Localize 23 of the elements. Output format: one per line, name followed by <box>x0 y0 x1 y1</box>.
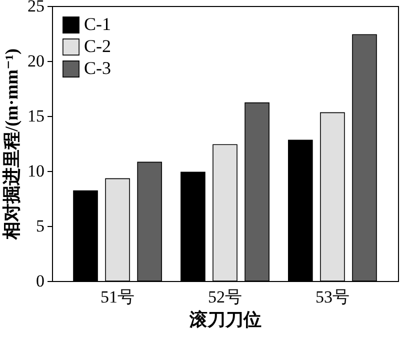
x-tick-label: 51号 <box>100 288 135 306</box>
legend-label: C-3 <box>84 58 111 78</box>
y-tick-label: 20 <box>28 52 44 70</box>
bar <box>73 190 98 282</box>
x-axis-title: 滚刀刀位 <box>188 310 262 330</box>
bar <box>288 140 313 282</box>
legend-label: C-1 <box>84 14 111 34</box>
bar <box>244 102 270 282</box>
y-tick-label: 15 <box>28 106 44 126</box>
y-tick-label: 25 <box>28 0 44 16</box>
bar <box>180 172 206 282</box>
y-tick-label: 0 <box>36 272 44 290</box>
y-tick-label: 5 <box>36 216 44 236</box>
x-tick-label: 52号 <box>208 288 242 306</box>
bar <box>212 144 238 282</box>
bar <box>137 162 162 282</box>
bar <box>105 178 130 282</box>
y-tick-label: 10 <box>28 162 44 180</box>
y-axis-title: 相对掘进里程/(m·mm⁻¹) <box>2 48 22 240</box>
x-tick-label: 53号 <box>315 288 350 306</box>
bar <box>320 112 345 282</box>
legend-label: C-2 <box>84 36 111 56</box>
bar <box>352 34 377 282</box>
